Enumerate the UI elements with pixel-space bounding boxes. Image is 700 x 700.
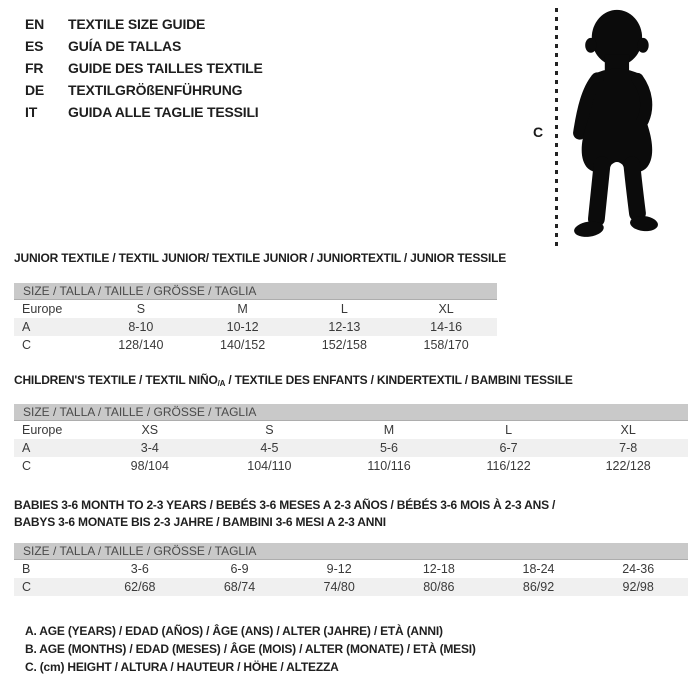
size-cell: 6-7 xyxy=(499,441,518,455)
children-size-table: SIZE / TALLA / TAILLE / GRÖSSE / TAGLIA … xyxy=(14,404,688,475)
children-title-subscript: /A xyxy=(217,379,226,388)
size-cell: XL xyxy=(438,302,454,316)
size-cell: 122/128 xyxy=(605,459,651,473)
size-cell: S xyxy=(136,302,146,316)
size-cell: 104/110 xyxy=(247,459,292,473)
size-cell: XL xyxy=(620,423,636,437)
size-cell: XS xyxy=(141,423,159,437)
baby-silhouette-icon xyxy=(573,9,658,237)
table-row: C 62/68 68/74 74/80 80/86 86/92 92/98 xyxy=(14,578,688,596)
footnote-c: C. (cm) HEIGHT / ALTURA / HAUTEUR / HÖHE… xyxy=(25,660,339,674)
size-cell: 18-24 xyxy=(522,562,555,576)
size-cell: 9-12 xyxy=(326,562,352,576)
language-row-it: IT GUIDA ALLE TAGLIE TESSILI xyxy=(25,101,263,123)
footnote-b: B. AGE (MONTHS) / EDAD (MESES) / ÂGE (MO… xyxy=(25,642,476,656)
size-header-bar: SIZE / TALLA / TAILLE / GRÖSSE / TAGLIA xyxy=(14,404,688,421)
size-cell: 62/68 xyxy=(124,580,156,594)
size-cell: 80/86 xyxy=(423,580,455,594)
size-cell: 86/92 xyxy=(522,580,555,594)
junior-section-title: JUNIOR TEXTILE / TEXTIL JUNIOR/ TEXTILE … xyxy=(14,251,507,265)
size-cell: 5-6 xyxy=(379,441,399,455)
footnote-a: A. AGE (YEARS) / EDAD (AÑOS) / ÂGE (ANS)… xyxy=(25,624,443,638)
size-cell: L xyxy=(340,302,348,316)
language-title-list: EN TEXTILE SIZE GUIDE ES GUÍA DE TALLAS … xyxy=(25,13,263,123)
size-cell: 14-16 xyxy=(430,320,463,334)
row-label: B xyxy=(22,562,31,576)
children-section-title: CHILDREN'S TEXTILE / TEXTIL NIÑO/A / TEX… xyxy=(14,372,573,392)
children-title-text: CHILDREN'S TEXTILE / TEXTIL NIÑO xyxy=(14,373,218,387)
children-title-text: / TEXTILE DES ENFANTS / KINDERTEXTIL / B… xyxy=(225,373,573,387)
table-row: Europe S M L XL xyxy=(14,300,497,318)
row-label: A xyxy=(22,320,31,334)
language-row-en: EN TEXTILE SIZE GUIDE xyxy=(25,13,263,35)
size-cell: 8-10 xyxy=(128,320,154,334)
row-label: A xyxy=(22,441,31,455)
row-label: C xyxy=(22,459,32,473)
table-row: C 128/140 140/152 152/158 158/170 xyxy=(14,336,497,354)
size-cell: 7-8 xyxy=(619,441,638,455)
size-cell: M xyxy=(237,302,248,316)
size-cell: 3-6 xyxy=(130,562,149,576)
babies-size-table: SIZE / TALLA / TAILLE / GRÖSSE / TAGLIA … xyxy=(14,543,688,596)
table-row: A 3-4 4-5 5-6 6-7 7-8 xyxy=(14,439,688,457)
table-row: B 3-6 6-9 9-12 12-18 18-24 24-36 xyxy=(14,560,688,578)
table-row: Europe XS S M L XL xyxy=(14,421,688,439)
size-cell: 92/98 xyxy=(622,580,654,594)
size-cell: 68/74 xyxy=(223,580,256,594)
size-cell: 152/158 xyxy=(321,338,367,352)
language-title: GUIDA ALLE TAGLIE TESSILI xyxy=(68,104,259,120)
junior-size-table: SIZE / TALLA / TAILLE / GRÖSSE / TAGLIA … xyxy=(14,283,497,354)
size-cell: 12-13 xyxy=(328,320,361,334)
size-cell: 158/170 xyxy=(423,338,469,352)
language-code: DE xyxy=(25,82,45,98)
size-cell: 12-18 xyxy=(422,562,455,576)
size-cell: 74/80 xyxy=(323,580,355,594)
babies-section-title: BABIES 3-6 MONTH TO 2-3 YEARS / BEBÉS 3-… xyxy=(14,497,555,531)
size-header-bar: SIZE / TALLA / TAILLE / GRÖSSE / TAGLIA xyxy=(14,543,688,560)
size-cell: 10-12 xyxy=(226,320,259,334)
height-measure-label: C xyxy=(533,124,544,140)
row-label: C xyxy=(22,338,32,352)
language-title: GUIDE DES TAILLES TEXTILE xyxy=(68,60,263,76)
babies-title-line2: BABYS 3-6 MONATE BIS 2-3 JAHRE / BAMBINI… xyxy=(14,515,386,529)
size-cell: 128/140 xyxy=(118,338,164,352)
language-code: ES xyxy=(25,38,44,54)
row-label: C xyxy=(22,580,32,594)
size-cell: M xyxy=(383,423,395,437)
table-row: C 98/104 104/110 110/116 116/122 122/128 xyxy=(14,457,688,475)
row-label: Europe xyxy=(22,302,63,316)
language-code: EN xyxy=(25,16,45,32)
size-cell: 110/116 xyxy=(367,459,411,473)
babies-title-line1: BABIES 3-6 MONTH TO 2-3 YEARS / BEBÉS 3-… xyxy=(14,498,556,512)
language-code: FR xyxy=(25,60,44,76)
size-cell: 116/122 xyxy=(486,459,531,473)
size-cell: S xyxy=(265,423,274,437)
language-title: TEXTILE SIZE GUIDE xyxy=(68,16,206,32)
language-title: GUÍA DE TALLAS xyxy=(68,38,182,54)
size-cell: 6-9 xyxy=(230,562,249,576)
size-header-bar: SIZE / TALLA / TAILLE / GRÖSSE / TAGLIA xyxy=(14,283,497,300)
language-row-fr: FR GUIDE DES TAILLES TEXTILE xyxy=(25,57,263,79)
size-cell: 140/152 xyxy=(220,338,266,352)
table-row: A 8-10 10-12 12-13 14-16 xyxy=(14,318,497,336)
size-cell: 4-5 xyxy=(260,441,279,455)
size-cell: 24-36 xyxy=(622,562,655,576)
footnote-legend: A. AGE (YEARS) / EDAD (AÑOS) / ÂGE (ANS)… xyxy=(25,622,476,676)
language-row-de: DE TEXTILGRÖßENFÜHRUNG xyxy=(25,79,263,101)
language-code: IT xyxy=(25,104,38,120)
language-row-es: ES GUÍA DE TALLAS xyxy=(25,35,263,57)
size-cell: 3-4 xyxy=(140,441,159,455)
size-cell: 98/104 xyxy=(130,459,169,473)
row-label: Europe xyxy=(22,423,63,437)
height-measure-dashed-line xyxy=(555,8,558,249)
size-cell: L xyxy=(505,423,513,437)
language-title: TEXTILGRÖßENFÜHRUNG xyxy=(68,82,243,98)
